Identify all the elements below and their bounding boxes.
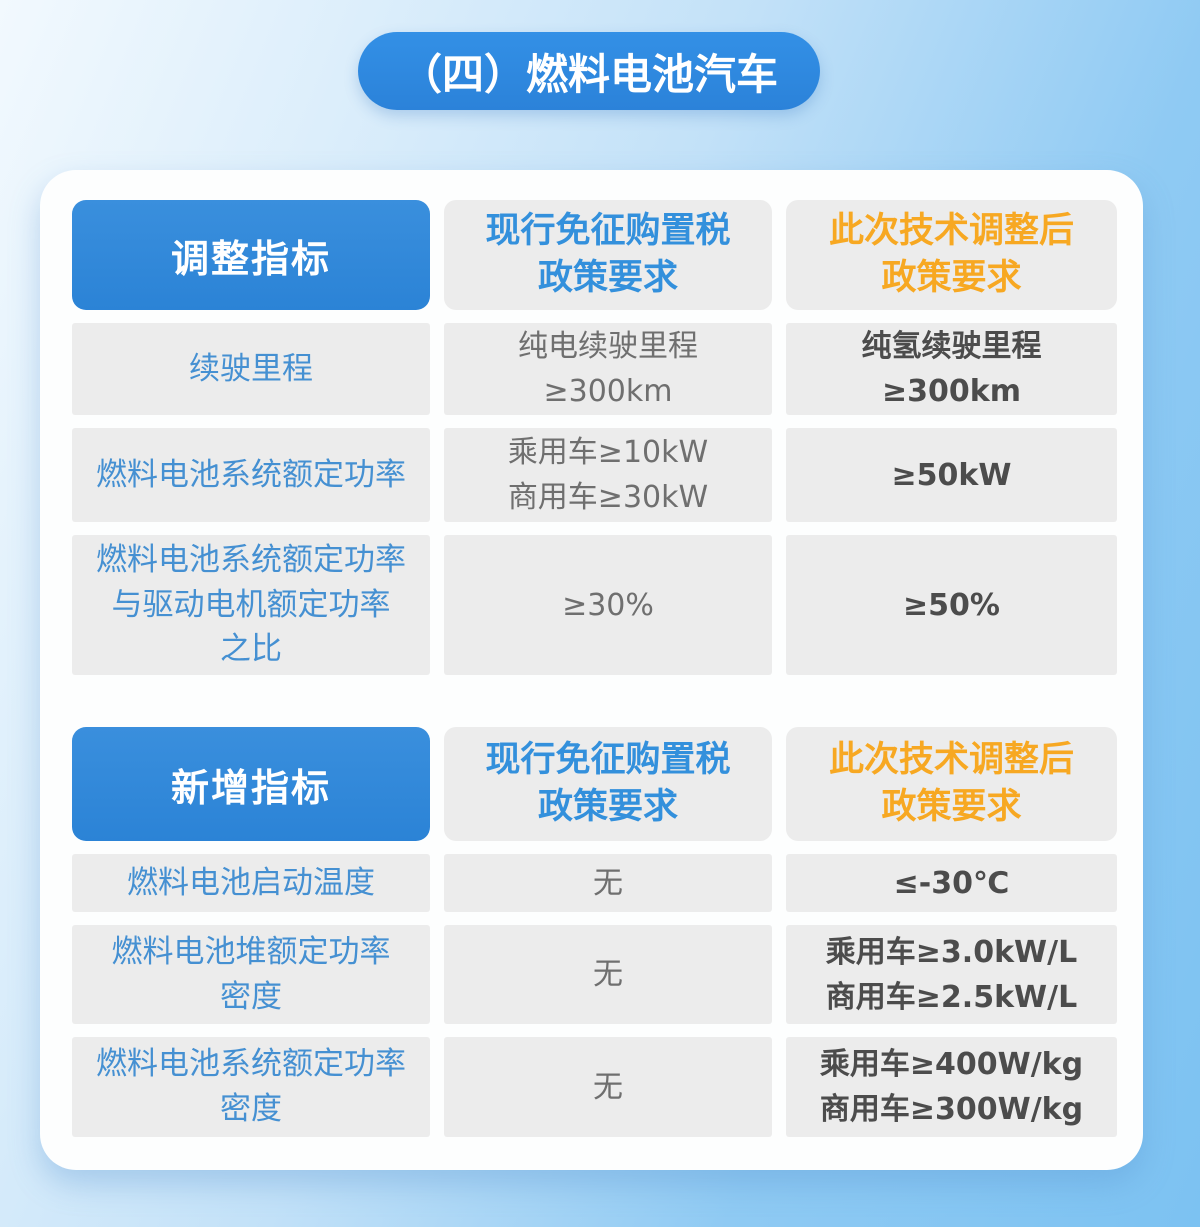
adjusted-policy-value: ≥50% (903, 587, 1000, 623)
current-policy-value: 无 (593, 1069, 623, 1105)
adjusted-policy-header-label: 此次技术调整后 政策要求 (828, 739, 1074, 827)
indicator-label: 燃料电池堆额定功率 密度 (111, 933, 391, 1015)
adjusted-policy-value: ≥50kW (891, 457, 1012, 493)
adjusted-policy-cell: 乘用车≥400W/kg 商用车≥300W/kg (786, 1037, 1117, 1137)
indicator-cell-driving-range: 续驶里程 (72, 323, 430, 415)
adjusted-policy-header-label: 此次技术调整后 政策要求 (828, 210, 1074, 298)
adjusted-indicators-header-cell: 调整指标 (72, 200, 430, 310)
current-policy-cell: 无 (444, 1037, 772, 1137)
page-title-banner: （四）燃料电池汽车 (358, 32, 820, 110)
adjusted-policy-value: 乘用车≥3.0kW/L 商用车≥2.5kW/L (825, 934, 1078, 1015)
adjusted-policy-header-cell: 此次技术调整后 政策要求 (786, 727, 1117, 841)
current-policy-header-label: 现行免征购置税 政策要求 (485, 739, 731, 827)
adjusted-policy-value: ≤-30℃ (893, 865, 1010, 901)
new-indicators-header-label: 新增指标 (170, 765, 331, 810)
adjusted-policy-cell: 纯氢续驶里程 ≥300km (786, 323, 1117, 415)
indicator-label: 燃料电池系统额定功率 密度 (96, 1046, 406, 1127)
current-policy-value: 纯电续驶里程 ≥300km (518, 329, 698, 409)
page-title: （四）燃料电池汽车 (399, 49, 778, 99)
adjusted-policy-value: 纯氢续驶里程 ≥300km (861, 329, 1042, 409)
current-policy-value: 无 (593, 865, 623, 901)
adjusted-policy-cell: ≥50% (786, 535, 1117, 675)
current-policy-value: 无 (593, 957, 623, 992)
indicator-label: 燃料电池系统额定功率 (96, 456, 406, 493)
indicator-cell-system-rated-power: 燃料电池系统额定功率 (72, 428, 430, 522)
indicator-cell-power-ratio: 燃料电池系统额定功率 与驱动电机额定功率 之比 (72, 535, 430, 675)
adjusted-policy-value: 乘用车≥400W/kg 商用车≥300W/kg (819, 1047, 1084, 1127)
adjusted-indicators-table: 调整指标 现行免征购置税 政策要求 此次技术调整后 政策要求 续驶里程 纯电续驶… (72, 200, 1117, 675)
adjusted-indicators-header-label: 调整指标 (170, 236, 331, 281)
adjusted-policy-cell: 乘用车≥3.0kW/L 商用车≥2.5kW/L (786, 925, 1117, 1024)
current-policy-cell: 乘用车≥10kW 商用车≥30kW (444, 428, 772, 522)
content-card: 调整指标 现行免征购置税 政策要求 此次技术调整后 政策要求 续驶里程 纯电续驶… (40, 170, 1143, 1170)
current-policy-header-cell: 现行免征购置税 政策要求 (444, 727, 772, 841)
new-indicators-header-cell: 新增指标 (72, 727, 430, 841)
current-policy-cell: ≥30% (444, 535, 772, 675)
current-policy-cell: 纯电续驶里程 ≥300km (444, 323, 772, 415)
indicator-label: 燃料电池系统额定功率 与驱动电机额定功率 之比 (96, 541, 406, 668)
current-policy-header-cell: 现行免征购置税 政策要求 (444, 200, 772, 310)
current-policy-header-label: 现行免征购置税 政策要求 (485, 210, 731, 298)
current-policy-cell: 无 (444, 854, 772, 912)
new-indicators-table: 新增指标 现行免征购置税 政策要求 此次技术调整后 政策要求 燃料电池启动温度 … (72, 727, 1117, 1137)
indicator-cell-start-temperature: 燃料电池启动温度 (72, 854, 430, 912)
adjusted-policy-cell: ≤-30℃ (786, 854, 1117, 912)
current-policy-cell: 无 (444, 925, 772, 1024)
adjusted-policy-header-cell: 此次技术调整后 政策要求 (786, 200, 1117, 310)
indicator-label: 续驶里程 (189, 350, 313, 387)
current-policy-value: 乘用车≥10kW 商用车≥30kW (507, 435, 709, 515)
indicator-cell-system-power-density: 燃料电池系统额定功率 密度 (72, 1037, 430, 1137)
current-policy-value: ≥30% (562, 587, 654, 623)
indicator-cell-stack-power-density: 燃料电池堆额定功率 密度 (72, 925, 430, 1024)
adjusted-policy-cell: ≥50kW (786, 428, 1117, 522)
indicator-label: 燃料电池启动温度 (127, 864, 375, 901)
